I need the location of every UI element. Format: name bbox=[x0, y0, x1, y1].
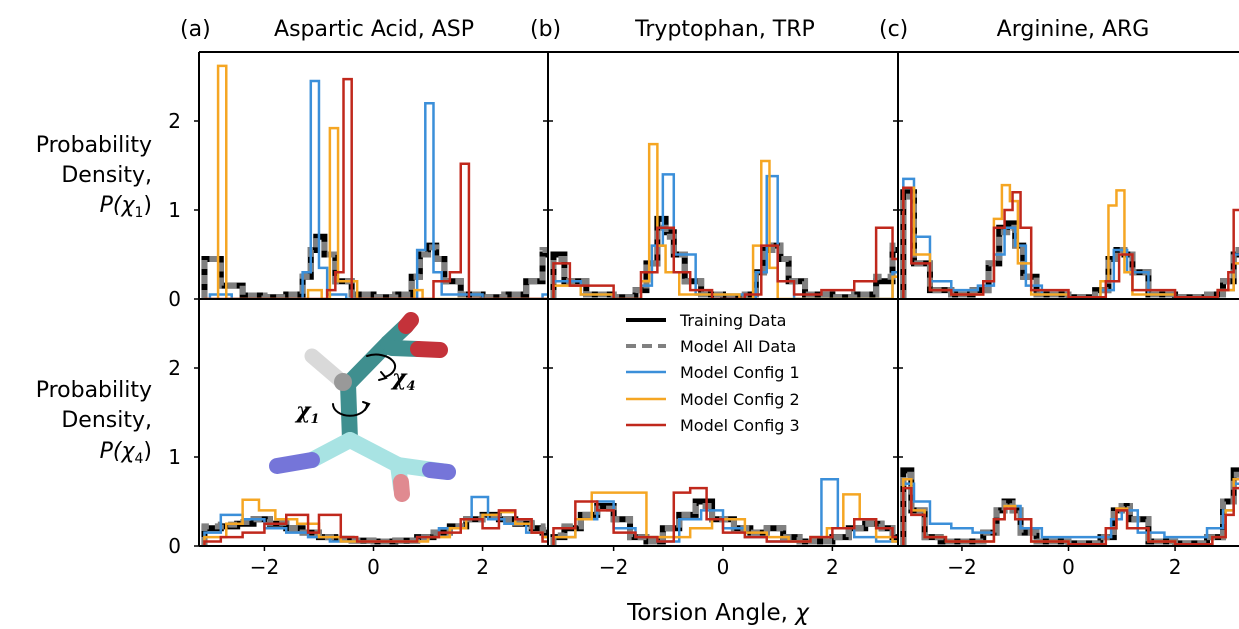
panel-title-b: Tryptophan, TRP bbox=[634, 17, 815, 42]
x-tick-label: 2 bbox=[826, 555, 839, 579]
series-model-config-3 bbox=[203, 509, 548, 546]
series-model-config-3 bbox=[902, 486, 1239, 546]
subplot-arg-chi1 bbox=[900, 177, 1239, 299]
panel-tag-c: (c) bbox=[879, 17, 908, 42]
x-tick-label: 0 bbox=[1062, 555, 1075, 579]
panel-tag-b: (b) bbox=[530, 17, 561, 42]
x-tick-label: 0 bbox=[717, 555, 730, 579]
x-tick-label: −2 bbox=[250, 555, 279, 579]
subplot-arg-chi4 bbox=[900, 467, 1239, 546]
series-training-data bbox=[550, 215, 898, 299]
series-model-config-3 bbox=[902, 186, 1239, 299]
axis-ticks: −2 0 2 −2 0 2 −2 0 2 0 1 2 0 1 2 bbox=[168, 109, 1181, 579]
subplot-trp-chi1 bbox=[550, 142, 898, 299]
x-tick-label: 0 bbox=[367, 555, 380, 579]
y-tick-label: 2 bbox=[168, 356, 181, 380]
x-tick-label: 2 bbox=[1169, 555, 1182, 579]
axes-frames bbox=[198, 51, 1239, 547]
bond-chi1 bbox=[340, 376, 358, 448]
series-model-config-3 bbox=[552, 486, 898, 546]
y-tick-label: 0 bbox=[168, 534, 181, 558]
rotation-arrowhead-chi1 bbox=[362, 401, 371, 411]
oxygen-top bbox=[398, 312, 419, 334]
x-tick-label: −2 bbox=[947, 555, 976, 579]
rotation-arrowhead-chi4 bbox=[378, 371, 388, 381]
ylabel-bottom-line3: P(χ4) bbox=[100, 439, 152, 467]
series-model-config-1 bbox=[552, 173, 898, 299]
x-tick-label: 2 bbox=[476, 555, 489, 579]
series-model-all-data bbox=[900, 471, 1239, 546]
nitrogen-left bbox=[269, 452, 320, 474]
y-tick-label: 1 bbox=[168, 198, 181, 222]
panel-titles: (a) Aspartic Acid, ASP (b) Tryptophan, T… bbox=[180, 17, 1149, 42]
panel-title-a: Aspartic Acid, ASP bbox=[274, 17, 474, 42]
series-model-all-data bbox=[550, 224, 898, 299]
series-model-config-1 bbox=[902, 482, 1239, 546]
ylabel-top-line3: P(χ1) bbox=[100, 193, 152, 221]
row-label-bottom: Probability Density, P(χ4) bbox=[36, 378, 152, 467]
subplot-asp-chi4 bbox=[201, 495, 548, 546]
nitrogen-right bbox=[422, 462, 456, 480]
series-model-config-2 bbox=[902, 183, 1239, 299]
legend-label-config1: Model Config 1 bbox=[680, 363, 800, 382]
series-training-data bbox=[201, 233, 548, 299]
oxygen-bottom bbox=[393, 474, 410, 502]
rotation-arrow-chi4 bbox=[366, 353, 397, 378]
oxygen-right bbox=[410, 341, 448, 358]
subplot-asp-chi1 bbox=[201, 64, 548, 299]
legend-label-config3: Model Config 3 bbox=[680, 416, 800, 435]
legend: Training Data Model All Data Model Confi… bbox=[626, 311, 800, 435]
panel-title-c: Arginine, ARG bbox=[997, 17, 1150, 42]
hydrogen bbox=[304, 348, 348, 388]
legend-label-training: Training Data bbox=[679, 311, 786, 330]
y-tick-label: 0 bbox=[168, 287, 181, 311]
bond-cb-cg bbox=[340, 335, 396, 392]
series-model-all-data bbox=[201, 238, 548, 299]
molecule-illustration: χ1 χ4 bbox=[269, 312, 456, 502]
ylabel-bottom-line1: Probability bbox=[36, 378, 152, 403]
x-tick-label: −2 bbox=[599, 555, 628, 579]
x-axis-label: Torsion Angle, χ bbox=[626, 600, 810, 626]
chi1-label: χ1 bbox=[294, 398, 320, 427]
series-training-data bbox=[900, 467, 1239, 546]
chi4-label: χ4 bbox=[390, 365, 416, 394]
series-model-config-2 bbox=[204, 64, 548, 299]
y-tick-label: 1 bbox=[168, 445, 181, 469]
hydrogen-joint bbox=[334, 373, 352, 391]
subplot-trp-chi4 bbox=[550, 478, 898, 546]
series-model-all-data bbox=[900, 193, 1239, 299]
ylabel-bottom-line2: Density, bbox=[61, 408, 152, 433]
legend-label-model-all: Model All Data bbox=[680, 337, 796, 356]
series-model-config-2 bbox=[552, 491, 898, 546]
series-model-config-3 bbox=[204, 77, 548, 299]
panel-tag-a: (a) bbox=[180, 17, 211, 42]
legend-label-config2: Model Config 2 bbox=[680, 390, 800, 409]
y-tick-label: 2 bbox=[168, 109, 181, 133]
series-training-data bbox=[550, 498, 898, 546]
series-model-config-1 bbox=[208, 79, 548, 299]
bond-ca-c bbox=[342, 432, 406, 473]
ylabel-top-line2: Density, bbox=[61, 163, 152, 188]
ylabel-top-line1: Probability bbox=[36, 133, 152, 158]
series-model-config-1 bbox=[902, 177, 1239, 299]
series-training-data bbox=[900, 189, 1239, 299]
row-label-top: Probability Density, P(χ1) bbox=[36, 133, 152, 221]
series-model-config-2 bbox=[552, 142, 898, 299]
series-model-config-3 bbox=[552, 226, 898, 299]
